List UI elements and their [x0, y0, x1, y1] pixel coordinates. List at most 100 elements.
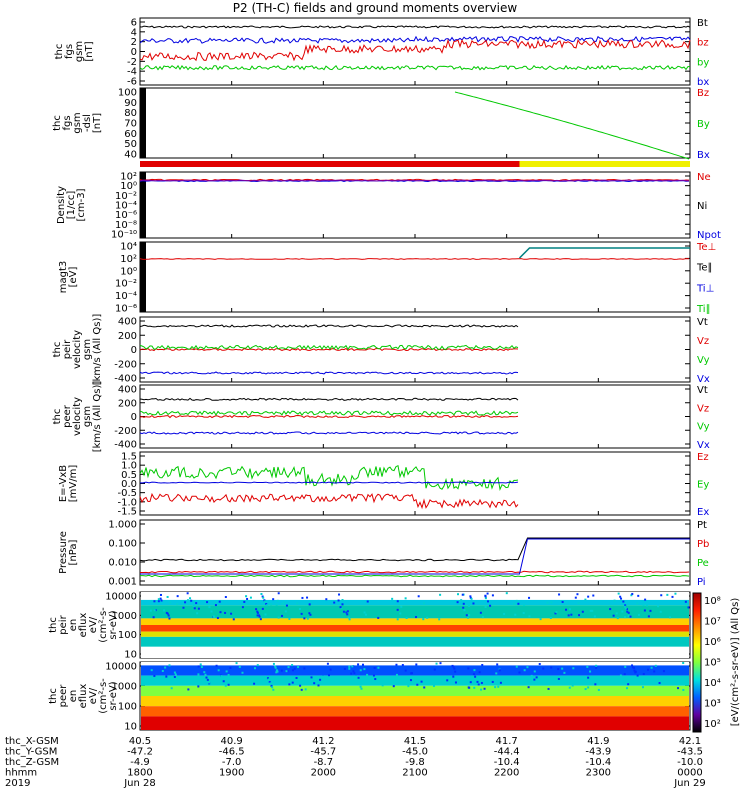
spec-pixel [197, 665, 200, 668]
spec-pixel [296, 602, 299, 605]
spec-pixel [346, 613, 349, 616]
y-axis-label: sr-eV) [108, 610, 119, 639]
legend-Vt: Vt [697, 317, 708, 328]
spec-pixel [357, 663, 360, 666]
spec-pixel [558, 593, 561, 596]
spec-pixel [275, 603, 278, 606]
spec-pixel [474, 675, 477, 678]
spec-pixel [616, 617, 619, 620]
spec-pixel [342, 610, 345, 613]
spec-pixel [473, 686, 476, 689]
x-tick-label: -47.2 [127, 747, 153, 758]
spec-pixel [550, 601, 553, 604]
spec-pixel [454, 681, 457, 684]
spec-pixel [555, 611, 558, 614]
colorbar-tick: 10³ [704, 699, 721, 710]
y-tick-label: 200 [118, 398, 137, 409]
spec-pixel [245, 595, 248, 598]
spec-pixel [654, 676, 657, 679]
spec-pixel [165, 675, 168, 678]
spec-pixel [565, 678, 568, 681]
spec-pixel [512, 602, 515, 605]
spec-pixel [633, 669, 636, 672]
y-tick-label: -4 [127, 67, 137, 78]
spec-pixel [587, 595, 590, 598]
spec-pixel [308, 603, 311, 606]
spec-pixel [366, 673, 369, 676]
series-Vx [139, 431, 519, 435]
spec-pixel [203, 671, 206, 674]
spec-pixel [528, 615, 531, 618]
x-tick-label: 2100 [402, 768, 427, 779]
spec-pixel [432, 684, 435, 687]
y-tick-label: 10⁻⁶ [115, 210, 137, 221]
spec-pixel [486, 592, 489, 595]
spec-pixel [396, 608, 399, 611]
spec-pixel [288, 617, 291, 620]
y-axis-label: [km/s (All Qs)] [92, 381, 103, 453]
spec-pixel [617, 592, 620, 595]
spec-pixel [159, 593, 162, 596]
spec-pixel [638, 678, 641, 681]
spec-pixel [561, 600, 564, 603]
spec-pixel [176, 603, 179, 606]
spec-pixel [274, 666, 277, 669]
spec-pixel [232, 618, 235, 621]
spec-pixel [364, 613, 367, 616]
panel-peer-vel: 400 200 0 -200 -400 thc peer velocity gsm [km/s (… [52, 381, 710, 453]
spec-pixel [416, 683, 419, 686]
spec-pixel [219, 611, 222, 614]
spec-pixel [224, 611, 227, 614]
spec-pixel [470, 597, 473, 600]
spec-pixel [256, 664, 259, 667]
spec-pixel [149, 609, 152, 612]
spec-pixel [265, 603, 268, 606]
spec-pixel [200, 666, 203, 669]
spec-pixel [214, 604, 217, 607]
spec-pixel [526, 666, 529, 669]
y-tick-label: 100 [118, 88, 137, 99]
spec-pixel [199, 663, 202, 666]
legend-Ey: Ey [697, 480, 709, 491]
spec-pixel [626, 687, 629, 690]
x-tick-label: -44.4 [494, 747, 520, 758]
spec-pixel [645, 604, 648, 607]
spec-band [141, 625, 689, 632]
y-axis-label: [1/cc] [66, 191, 77, 220]
y-axis-label: peer [58, 684, 69, 708]
spec-pixel [415, 663, 418, 666]
y-axis-label: thc [52, 342, 63, 358]
spec-pixel [325, 598, 328, 601]
y-tick-label: 10 [124, 650, 137, 661]
y-axis-label: gsm [82, 406, 93, 427]
y-tick-label: -200 [114, 359, 137, 370]
spec-pixel [647, 615, 650, 618]
spec-pixel [557, 677, 560, 680]
spec-pixel [577, 602, 580, 605]
y-axis-label: en [68, 619, 79, 632]
y-tick-label: 90 [124, 98, 137, 109]
spec-pixel [591, 676, 594, 679]
spec-pixel [469, 681, 472, 684]
spec-pixel [264, 600, 267, 603]
spec-pixel [554, 612, 557, 615]
spec-pixel [477, 683, 480, 686]
y-axis-label: thc [54, 44, 65, 60]
series-Te [139, 258, 690, 260]
y-tick-label: 0.001 [108, 577, 137, 588]
spec-pixel [612, 614, 615, 617]
x-tick-label: -43.9 [585, 747, 611, 758]
spec-pixel [671, 595, 674, 598]
legend-Npot: Npot [697, 230, 721, 241]
spec-pixel [238, 665, 241, 668]
spec-pixel [319, 678, 322, 681]
spec-pixel [476, 680, 479, 683]
spec-pixel [270, 684, 273, 687]
legend-Vy: Vy [697, 422, 710, 433]
x-tick-label: 41.7 [496, 736, 518, 747]
legend-Ex: Ex [697, 507, 709, 518]
spec-pixel [157, 598, 160, 601]
spec-pixel [285, 670, 288, 673]
panel-pressure: 1.000 0.100 0.010 0.001 Pressure [nPa] Pt Pb Pe P… [58, 519, 709, 588]
